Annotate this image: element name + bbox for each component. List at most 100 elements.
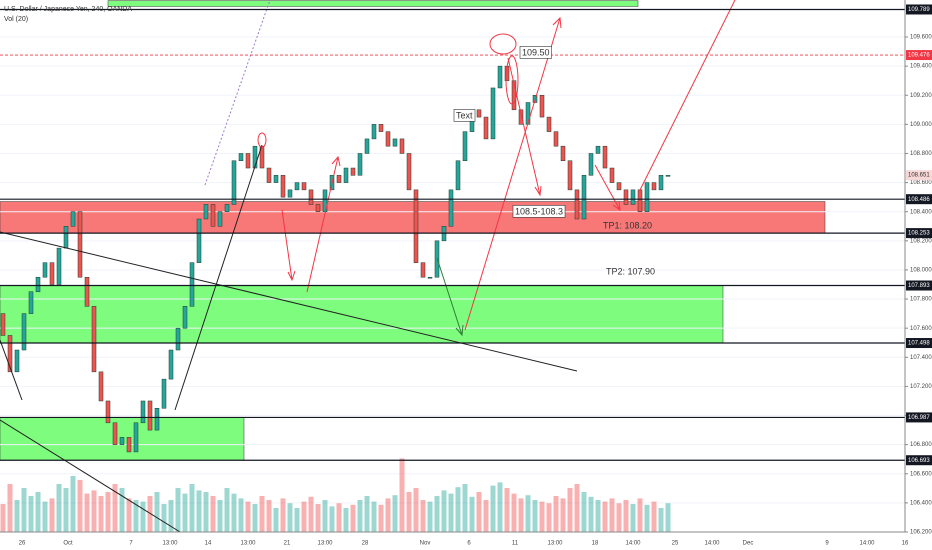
volume-bar <box>630 504 636 532</box>
volume-bar <box>448 493 454 532</box>
candle-body <box>658 175 664 191</box>
volume-bar <box>532 500 538 532</box>
candle-body <box>7 335 13 373</box>
y-tick-label: 109.000 <box>910 122 932 128</box>
price-label-box <box>906 455 932 466</box>
candle-body <box>14 349 20 373</box>
volume-bar <box>21 488 27 532</box>
volume-bar <box>525 495 531 532</box>
price-label: 106.987 <box>908 415 930 421</box>
candle-body <box>91 306 97 373</box>
volume-bar <box>595 500 601 532</box>
candle-body <box>525 102 531 125</box>
volume-bar <box>539 501 545 532</box>
annotation: TP2: 107.90 <box>606 266 655 276</box>
x-tick-label: 13:00 <box>547 541 563 547</box>
y-tick-label: 108.800 <box>910 151 932 157</box>
candle-body <box>476 109 482 118</box>
circle <box>489 33 517 55</box>
volume-bar <box>665 503 671 532</box>
trend-line <box>639 0 736 191</box>
volume-bar <box>0 504 6 532</box>
volume-bar <box>308 496 314 532</box>
candle-body <box>483 116 489 140</box>
volume-bar <box>434 496 440 532</box>
volume-bar <box>203 492 209 532</box>
volume-bar <box>140 501 146 532</box>
candle-body <box>140 400 146 424</box>
price-label-box <box>906 50 932 61</box>
trend-line <box>0 419 181 533</box>
candle-body <box>539 94 545 118</box>
candle-body <box>196 218 202 263</box>
volume-bar <box>161 504 167 532</box>
candle-body <box>21 313 27 351</box>
candle-body <box>630 189 636 205</box>
volume-bar <box>245 501 251 532</box>
candle-body <box>665 175 671 177</box>
volume-bar <box>91 490 97 532</box>
price-label-box <box>906 194 932 205</box>
x-tick-label: 13:00 <box>162 541 178 547</box>
volume-bar <box>476 492 482 532</box>
candle-body <box>595 145 601 154</box>
volume-bar <box>154 492 160 532</box>
candle-body <box>413 189 419 263</box>
candle-body <box>378 124 384 132</box>
y-tick-label: 107.800 <box>910 297 932 303</box>
price-label-box <box>906 412 932 423</box>
volume-bar <box>637 498 643 532</box>
candle-body <box>651 182 657 191</box>
x-tick-label: 14:00 <box>625 541 641 547</box>
candle-body <box>574 189 580 220</box>
candle-body <box>133 422 139 453</box>
candle-body <box>609 167 615 183</box>
candle-body <box>245 153 251 169</box>
volume-bar <box>609 498 615 532</box>
arrow <box>464 16 562 331</box>
candle-body <box>518 109 524 125</box>
volume-bar <box>196 490 202 532</box>
candle-body <box>644 182 650 212</box>
candle-body <box>588 153 594 176</box>
volume-bar <box>301 501 307 532</box>
annotation: 108.5-108.3 <box>515 206 563 216</box>
candle-body <box>455 160 461 191</box>
price-label-box <box>906 170 932 181</box>
candle-body <box>112 422 118 445</box>
candle-body <box>546 116 552 132</box>
candle-body <box>315 204 321 212</box>
volume-bar <box>42 501 48 532</box>
volume-bar <box>210 496 216 532</box>
volume-bar <box>504 488 510 532</box>
candle-body <box>280 175 286 198</box>
annotation: 109.50 <box>522 47 550 57</box>
volume-bar <box>602 501 608 532</box>
volume-bar <box>49 498 55 532</box>
x-tick-label: 16 <box>902 541 909 547</box>
x-tick-label: 26 <box>19 541 26 547</box>
volume-bar <box>28 496 34 532</box>
volume-bar <box>119 488 125 532</box>
candle-body <box>511 80 517 111</box>
volume-bar <box>84 493 90 532</box>
trend-line <box>174 144 263 411</box>
candle-body <box>420 262 426 278</box>
price-label: 106.693 <box>908 458 930 464</box>
arrow <box>281 209 296 282</box>
volume-bar <box>553 496 559 532</box>
candle-body <box>602 145 608 169</box>
candle-body <box>273 175 279 183</box>
price-label-box <box>906 4 932 15</box>
y-tick-label: 107.600 <box>910 326 932 332</box>
volume-bar <box>490 485 496 532</box>
y-tick-label: 108.400 <box>910 209 932 215</box>
candle-body <box>490 87 496 140</box>
volume-bar <box>322 500 328 532</box>
annotation-box <box>512 205 566 218</box>
arrow <box>436 257 464 337</box>
volume-bar <box>574 484 580 532</box>
candle-body <box>217 211 223 227</box>
x-tick-label: 11 <box>512 541 519 547</box>
x-tick-label: 13:00 <box>240 541 256 547</box>
